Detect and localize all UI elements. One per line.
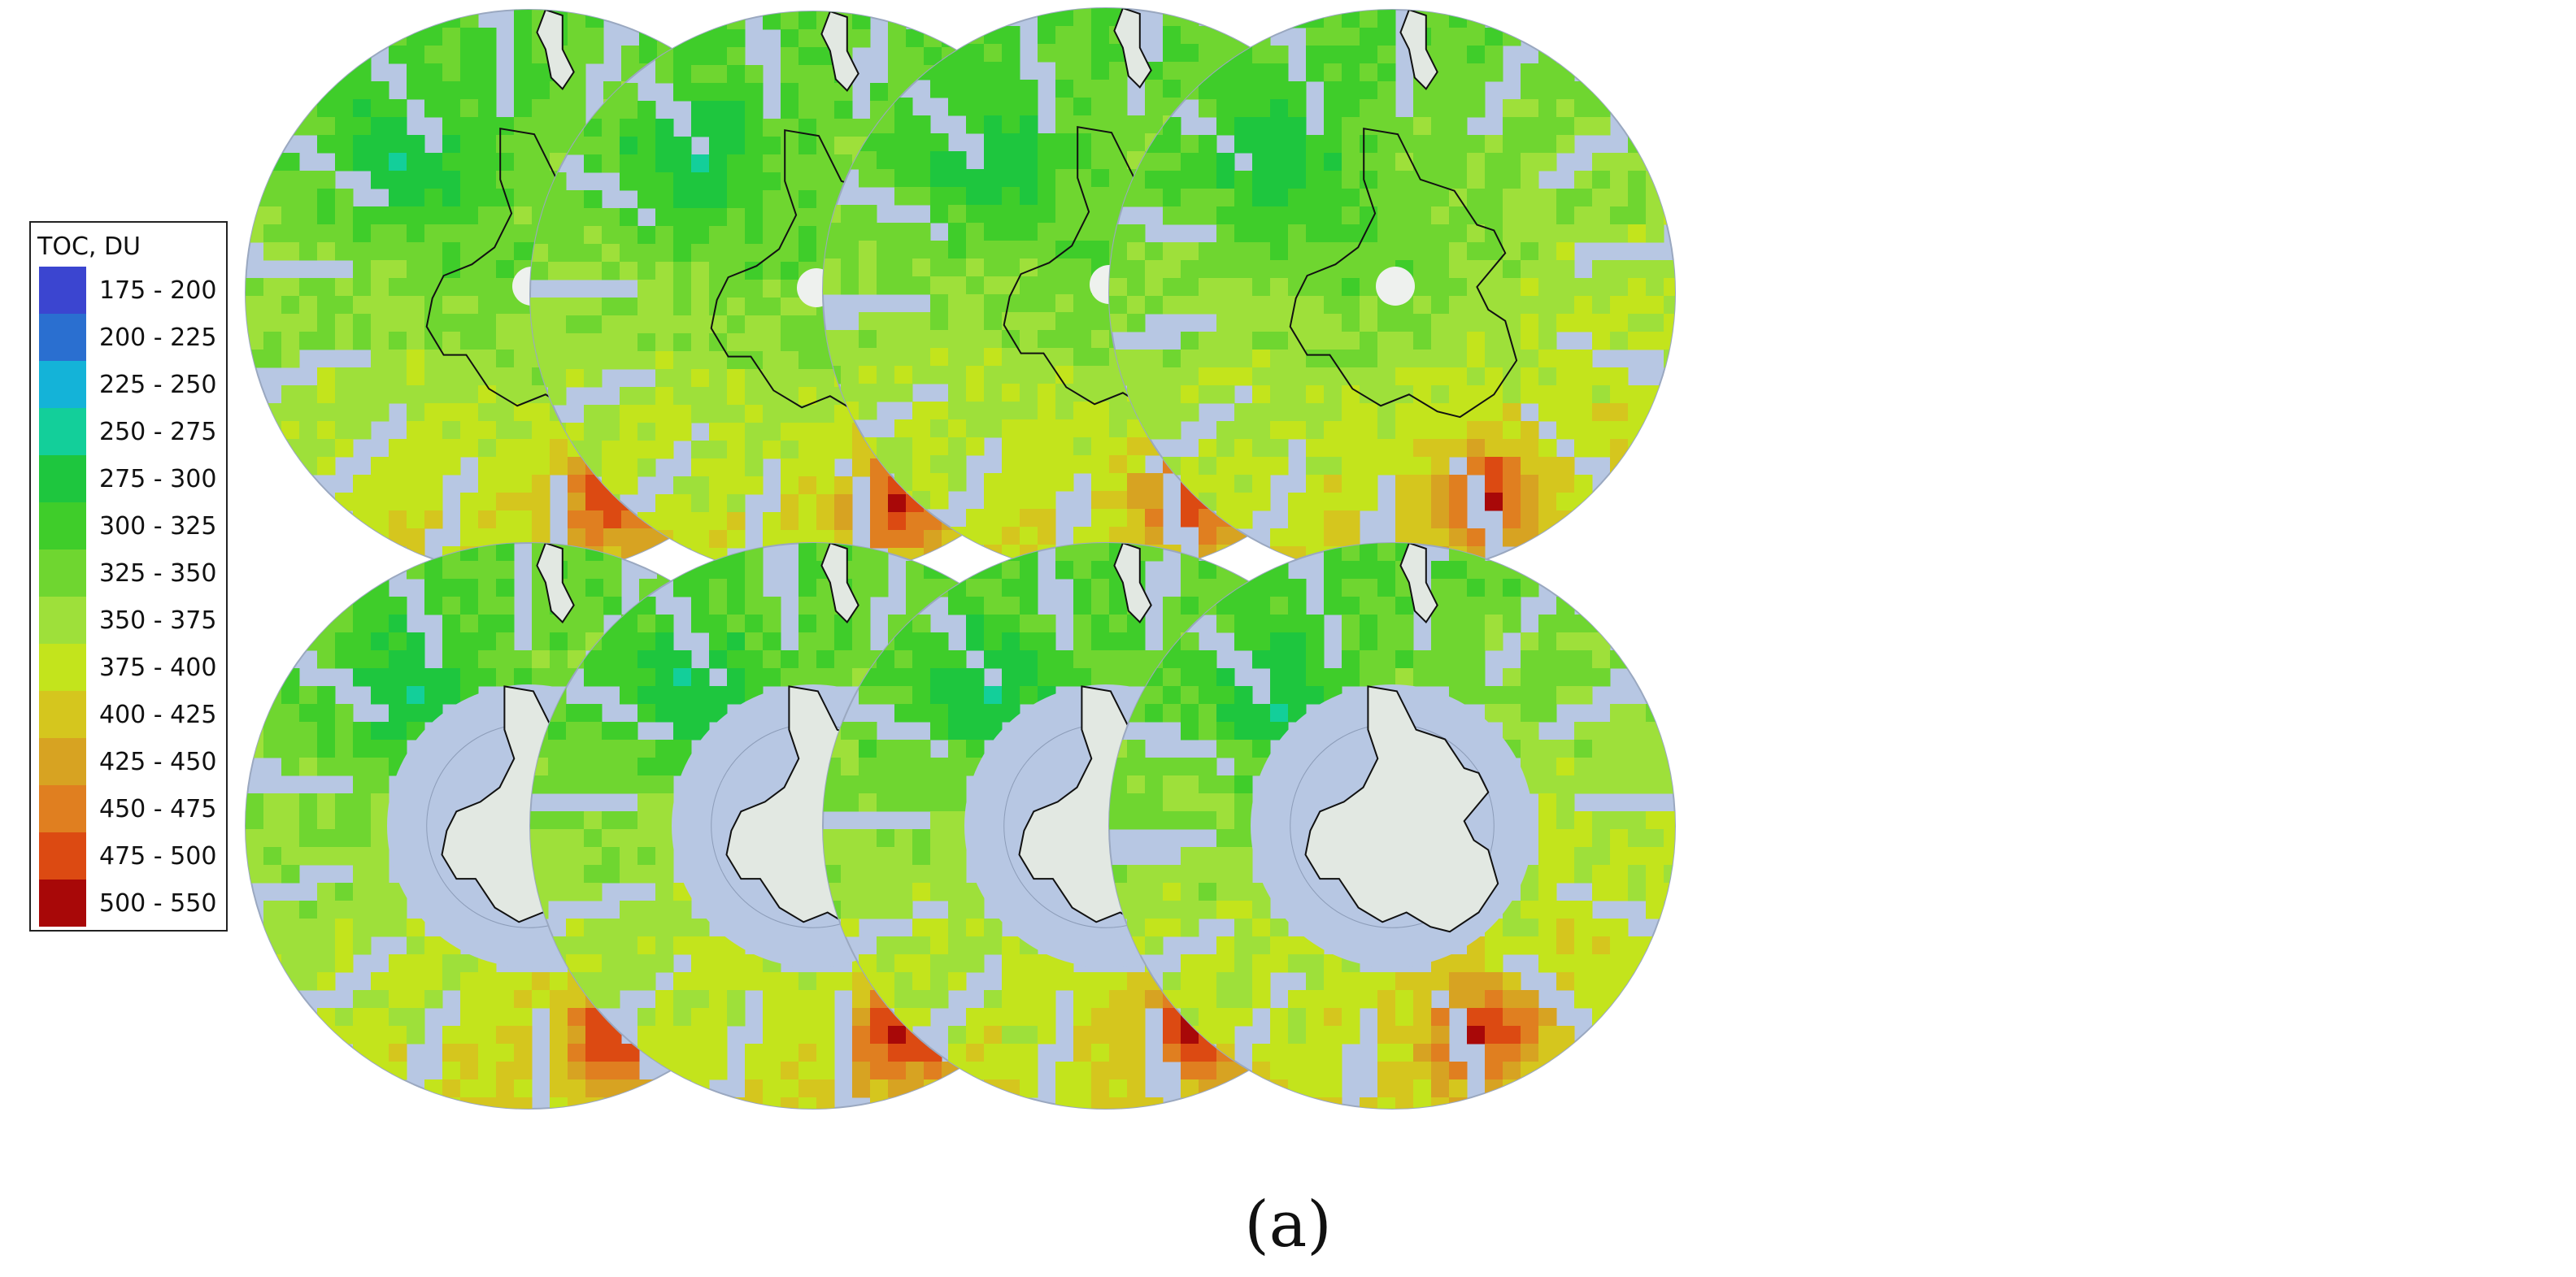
legend-label: 175 - 200 [99,276,217,305]
legend-swatch [39,361,86,408]
legend-label: 425 - 450 [99,748,217,776]
legend-label: 200 - 225 [99,324,217,352]
legend-swatch [39,738,86,785]
legend-class: 425 - 450 [39,738,221,785]
legend-swatch [39,314,86,361]
legend-swatch [39,267,86,314]
legend-class: 300 - 325 [39,502,221,549]
toc-legend: TOC, DU 175 - 200 200 - 225 225 - 250 250 -… [29,221,228,932]
south-america-tip [1399,10,1438,90]
antarctica-coastline [1289,128,1518,419]
legend-class: 250 - 275 [39,408,221,455]
legend-class: 500 - 550 [39,880,221,927]
legend-label: 400 - 425 [99,701,217,729]
legend-swatch [39,691,86,738]
toc-map-panel [1108,542,1676,1110]
south-america-tip [1113,543,1152,623]
legend-class: 450 - 475 [39,785,221,832]
legend-class: 400 - 425 [39,691,221,738]
legend-swatch [39,644,86,691]
legend-class: 175 - 200 [39,267,221,314]
legend-label: 375 - 400 [99,654,217,682]
south-america-tip [1113,8,1152,89]
antarctica-landmass [1304,685,1499,933]
legend-class: 225 - 250 [39,361,221,408]
legend-label: 225 - 250 [99,371,217,399]
legend-swatch [39,785,86,832]
south-america-tip [1399,543,1438,623]
legend-label: 325 - 350 [99,559,217,588]
legend-label: 275 - 300 [99,465,217,493]
legend-label: 300 - 325 [99,512,217,541]
legend-label: 500 - 550 [99,889,217,918]
legend-swatch [39,597,86,644]
legend-class: 375 - 400 [39,644,221,691]
toc-grid [1109,543,1675,1109]
legend-label: 475 - 500 [99,842,217,871]
legend-class: 325 - 350 [39,549,221,597]
south-america-tip [536,543,575,623]
polar-hole [1376,267,1415,306]
figure-caption: (a) [1244,1188,1332,1262]
legend-class: 275 - 300 [39,455,221,502]
legend-class: 200 - 225 [39,314,221,361]
legend-swatch [39,502,86,549]
legend-label: 450 - 475 [99,795,217,823]
legend-swatch [39,408,86,455]
legend-label: 350 - 375 [99,606,217,635]
legend-label: 250 - 275 [99,418,217,446]
legend-swatch [39,880,86,927]
legend-swatch [39,455,86,502]
toc-grid [1109,10,1675,576]
south-america-tip [820,11,859,92]
legend-class: 350 - 375 [39,597,221,644]
legend-class: 475 - 500 [39,832,221,880]
legend-title: TOC, DU [37,232,141,261]
toc-map-panel [1108,9,1676,576]
south-america-tip [820,543,859,623]
legend-swatch [39,832,86,880]
legend-swatch [39,549,86,597]
south-america-tip [536,10,575,90]
